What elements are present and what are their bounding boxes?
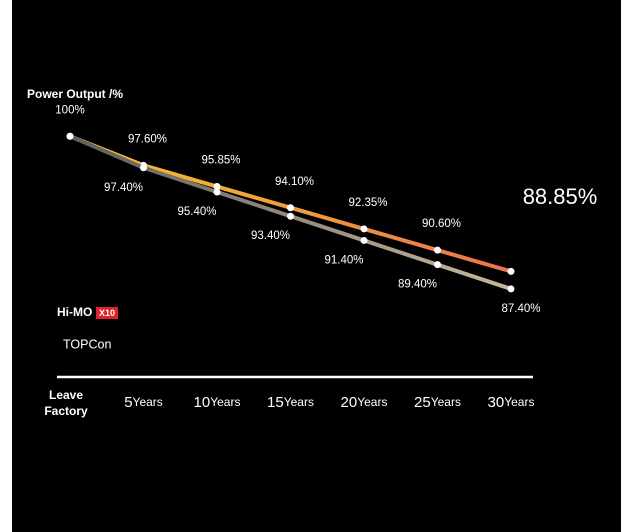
data-point [287,212,294,220]
x-tick-number: 10 [194,394,211,411]
data-point [360,236,368,244]
x-tick-number: 5 [124,394,132,411]
data-point [213,188,221,196]
x-tick-label: Leave Factory [44,388,88,418]
x-tick-unit: Years [210,395,240,409]
x-tick-label-line: Leave [49,388,83,402]
value-label: 93.40% [251,230,290,242]
x-tick-unit: Years [284,395,314,409]
value-label: 95.40% [177,206,216,218]
legend-label: TOPCon [63,337,111,351]
x-tick-label: 25Years [414,394,461,411]
x-tick-number: 20 [341,394,358,411]
value-label: 87.40% [501,303,540,315]
data-point [360,225,368,233]
x-tick-number: 15 [267,394,284,411]
value-label: 95.85% [201,155,240,167]
x-tick-number: 30 [488,394,505,411]
background [12,0,621,532]
value-label: 97.40% [104,182,143,194]
value-label-highlight: 88.85% [523,184,598,209]
data-point [140,164,147,172]
data-point [434,246,441,254]
value-label: 97.60% [128,133,167,145]
x-tick-unit: Years [431,395,461,409]
y-axis-title: Power Output /% [27,87,123,101]
data-point [507,285,515,293]
x-tick-label: 15Years [267,394,314,411]
value-label: 90.60% [422,218,461,230]
value-label: 91.40% [324,254,363,266]
x-tick-unit: Years [133,395,163,409]
legend-label: Hi-MO [57,305,92,319]
data-point [213,183,221,191]
x-tick-label-line: Factory [44,404,88,418]
x-tick-label: 10Years [194,394,241,411]
data-point [507,267,515,275]
x-tick-unit: Years [504,395,534,409]
legend-badge-bg [96,307,118,319]
value-label: 92.35% [348,197,387,209]
x-tick-label: 20Years [341,394,388,411]
data-point [287,204,294,212]
x-tick-label: 30Years [488,394,535,411]
value-label: 94.10% [275,176,314,188]
legend-badge: X10 [99,308,115,318]
x-tick-label: 5Years [124,394,163,411]
data-point [434,261,441,269]
data-point [66,132,74,140]
value-label: 100% [55,104,84,116]
x-tick-number: 25 [414,394,431,411]
value-label: 89.40% [398,279,437,291]
x-tick-unit: Years [357,395,387,409]
